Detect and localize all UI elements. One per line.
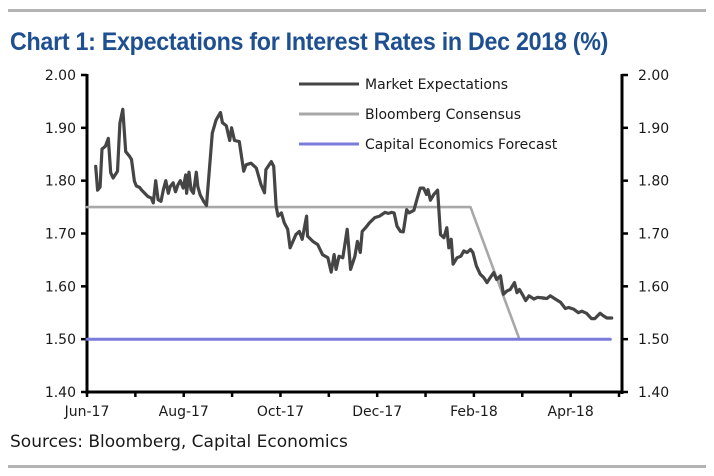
y-tick-label-left: 1.70 (45, 227, 76, 243)
y-tick-label-right: 2.00 (638, 68, 669, 84)
y-tick-label-right: 1.50 (638, 332, 669, 348)
y-tick-label-right: 1.80 (638, 174, 669, 190)
x-tick-label: Oct-17 (257, 404, 304, 420)
series-line-market-expectations (94, 107, 614, 321)
x-tick-label: Jun-17 (64, 404, 110, 420)
chart-title: Chart 1: Expectations for Interest Rates… (10, 28, 609, 56)
y-tick-label-left: 1.50 (45, 332, 76, 348)
y-tick-label-right: 1.90 (638, 121, 669, 137)
y-tick-label-left: 1.90 (45, 121, 76, 137)
x-tick-label: Aug-17 (159, 404, 209, 420)
legend: Market Expectations Bloomberg Consensus Ca… (299, 77, 558, 153)
legend-label-capital-economics-forecast: Capital Economics Forecast (365, 137, 558, 153)
series-layer (85, 107, 614, 341)
y-tick-label-left: 1.40 (45, 385, 76, 401)
y-tick-label-right: 1.60 (638, 279, 669, 295)
bottom-rule (8, 465, 706, 468)
x-tick-label: Feb-18 (450, 404, 498, 420)
axes: 2.00 2.00 1.90 1.90 1.80 1.80 1.70 1.70 1.60 1.60… (45, 68, 669, 420)
legend-label-market-expectations: Market Expectations (365, 77, 508, 93)
x-tick-label: Dec-17 (352, 404, 402, 420)
source-note: Sources: Bloomberg, Capital Economics (10, 432, 348, 452)
y-tick-label-right: 1.40 (638, 385, 669, 401)
y-tick-label-left: 1.60 (45, 279, 76, 295)
y-tick-label-right: 1.70 (638, 227, 669, 243)
top-rule (8, 9, 706, 12)
x-tick-label: Apr-18 (548, 404, 594, 420)
y-tick-label-left: 1.80 (45, 174, 76, 190)
legend-label-bloomberg-consensus: Bloomberg Consensus (365, 107, 521, 123)
y-tick-label-left: 2.00 (45, 68, 76, 84)
